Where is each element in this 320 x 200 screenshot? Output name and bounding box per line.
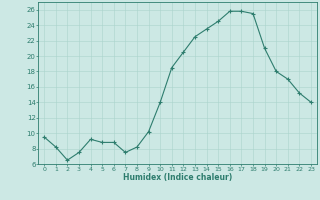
X-axis label: Humidex (Indice chaleur): Humidex (Indice chaleur) xyxy=(123,173,232,182)
